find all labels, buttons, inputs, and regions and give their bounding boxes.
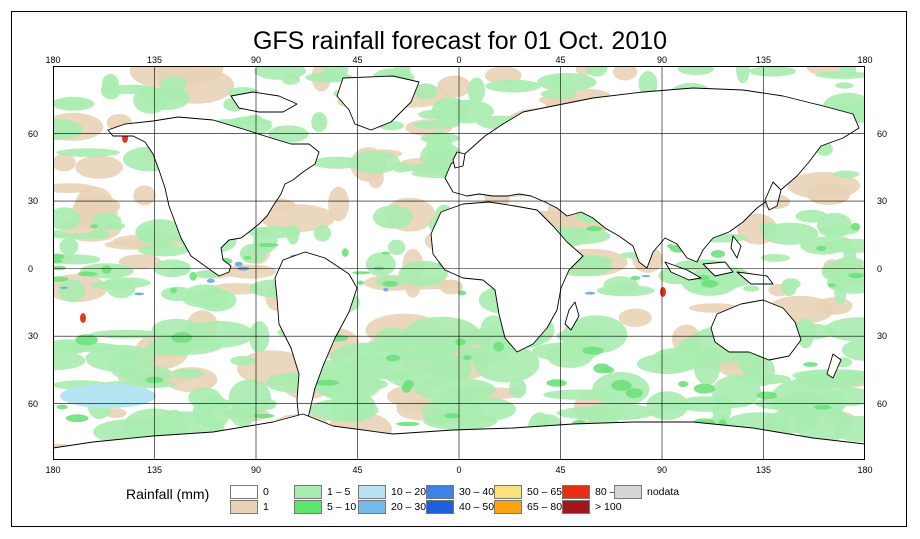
- lat-lon-grid: [53, 66, 865, 460]
- new-zealand: [826, 353, 842, 379]
- lon-tick-top: 180: [857, 55, 873, 65]
- figure-frame: [11, 11, 907, 527]
- lat-tick-right: 60: [877, 398, 888, 409]
- lon-tick-bottom: 45: [352, 465, 363, 475]
- lon-tick-bottom: 0: [456, 465, 462, 475]
- legend-label: 50 – 65: [527, 486, 563, 498]
- continent-africa: [430, 201, 584, 353]
- lat-tick-left: 30: [28, 196, 39, 207]
- lon-tick-top: 135: [755, 55, 772, 65]
- lat-tick-right: 60: [877, 128, 888, 139]
- lon-tick-top: 45: [555, 55, 566, 65]
- legend-swatch: [614, 485, 642, 499]
- lon-tick-bottom: 90: [250, 465, 262, 475]
- legend-label: 10 – 20: [391, 486, 427, 498]
- lat-tick-right: 0: [877, 263, 883, 274]
- legend-label: 0: [263, 486, 269, 498]
- continent-north-america: [107, 116, 320, 277]
- maritime-continent: [664, 235, 774, 285]
- legend-label: 30 – 40: [459, 486, 495, 498]
- lon-tick-top: 135: [146, 55, 163, 65]
- lat-tick-left: 30: [28, 331, 39, 342]
- lon-tick-top: 45: [352, 55, 363, 65]
- lon-tick-bottom: 45: [555, 465, 566, 475]
- legend-label: 1 – 5: [327, 486, 351, 498]
- legend-swatch: [230, 485, 258, 499]
- lon-tick-bottom: 90: [656, 465, 668, 475]
- map-title: GFS rainfall forecast for 01 Oct. 2010: [252, 27, 668, 55]
- legend-label: > 100: [595, 501, 622, 513]
- lon-tick-bottom: 135: [755, 465, 772, 475]
- lat-tick-right: 30: [877, 331, 888, 342]
- continent-south-america: [274, 251, 358, 427]
- lon-tick-top: 90: [656, 55, 668, 65]
- legend-label: nodata: [647, 486, 680, 498]
- lon-tick-top: 90: [250, 55, 262, 65]
- lon-tick-top: 180: [45, 55, 61, 65]
- legend-label: 1: [263, 501, 269, 513]
- legend-label: 5 – 10: [327, 501, 357, 513]
- continent-australia: [710, 299, 802, 361]
- legend-swatch: [426, 485, 454, 499]
- legend-title: Rainfall (mm): [126, 486, 210, 502]
- legend-label: 65 – 80: [527, 501, 563, 513]
- legend-swatch: [562, 485, 590, 499]
- lat-tick-left: 0: [28, 263, 34, 274]
- legend-swatch: [230, 500, 258, 514]
- rainfall-map: [53, 66, 865, 460]
- japan: [764, 181, 782, 211]
- legend-swatch: [358, 485, 386, 499]
- lat-tick-left: 60: [28, 128, 39, 139]
- legend-label: 20 – 30: [391, 501, 427, 513]
- continent-eurasia: [444, 87, 860, 269]
- lat-tick-left: 60: [28, 398, 39, 409]
- legend-label: 40 – 50: [459, 501, 495, 513]
- legend-swatch: [358, 500, 386, 514]
- legend-swatch: [294, 500, 322, 514]
- map-border: [53, 66, 865, 460]
- arctic-islands: [230, 91, 298, 113]
- legend-swatch: [294, 485, 322, 499]
- legend-swatch: [562, 500, 590, 514]
- madagascar: [564, 301, 580, 331]
- legend-swatch: [426, 500, 454, 514]
- legend-swatch: [494, 500, 522, 514]
- lon-tick-top: 0: [456, 55, 462, 65]
- lon-tick-bottom: 135: [146, 465, 163, 475]
- lon-tick-bottom: 180: [45, 465, 61, 475]
- lat-tick-right: 30: [877, 196, 888, 207]
- legend-swatch: [494, 485, 522, 499]
- lon-tick-bottom: 180: [857, 465, 873, 475]
